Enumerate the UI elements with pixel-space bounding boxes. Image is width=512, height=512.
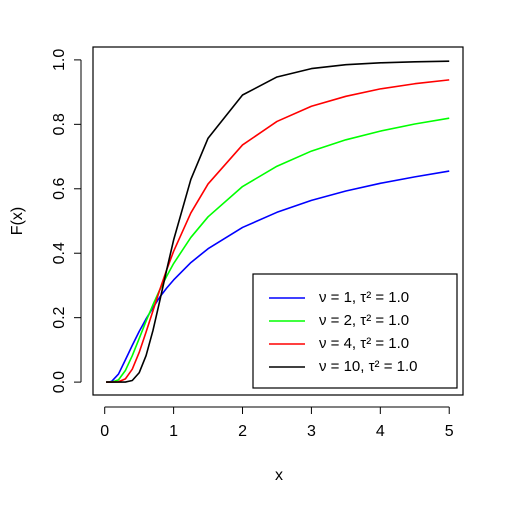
x-tick-label: 0 (100, 423, 109, 440)
y-axis-label: F(x) (9, 207, 26, 235)
legend: ν = 1, τ² = 1.0 ν = 2, τ² = 1.0 ν = 4, τ² … (252, 273, 458, 389)
y-tick-label: 0.6 (51, 178, 68, 200)
x-axis-label: x (275, 467, 283, 484)
y-tick-label: 0.0 (51, 371, 68, 393)
series-line (106, 60, 450, 383)
legend-label: ν = 4, τ² = 1.0 (319, 335, 409, 352)
x-tick-label: 4 (376, 423, 385, 440)
x-tick-label: 2 (238, 423, 247, 440)
y-tick-label: 0.4 (51, 242, 68, 264)
y-tick-label: 1.0 (51, 49, 68, 71)
y-tick-label: 0.8 (51, 113, 68, 135)
series-line (106, 117, 450, 383)
legend-box (252, 273, 458, 389)
x-tick-label: 3 (307, 423, 316, 440)
x-tick-label: 5 (445, 423, 454, 440)
y-tick-label: 0.2 (51, 306, 68, 328)
legend-label: ν = 10, τ² = 1.0 (319, 358, 417, 375)
x-tick-label: 1 (169, 423, 178, 440)
plot-frame (92, 46, 464, 396)
legend-label: ν = 2, τ² = 1.0 (319, 312, 409, 329)
series-line (106, 170, 450, 383)
legend-label: ν = 1, τ² = 1.0 (319, 289, 409, 306)
